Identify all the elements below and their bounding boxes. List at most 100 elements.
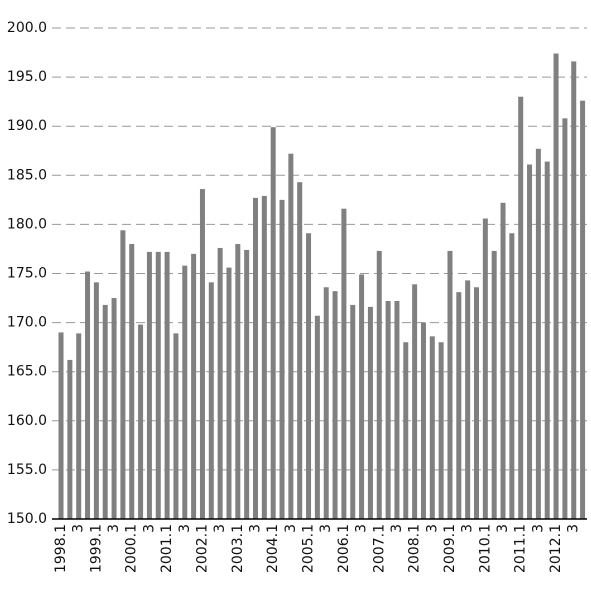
bar — [93, 282, 99, 519]
x-tick-label: 2003.1 — [230, 524, 246, 573]
bar — [129, 244, 135, 520]
bar — [474, 287, 479, 519]
x-tick-label: 2005.1 — [301, 524, 317, 573]
bar — [191, 253, 197, 520]
bar — [447, 250, 453, 519]
bar — [341, 208, 347, 520]
bar — [138, 324, 144, 519]
bar — [571, 61, 577, 519]
bar — [465, 280, 471, 519]
x-tick-label: 2004.1 — [265, 524, 281, 573]
y-tick-label: 185.0 — [7, 167, 47, 183]
bar — [544, 161, 550, 519]
y-tick-label: 175.0 — [7, 266, 47, 282]
y-tick-label: 200.0 — [7, 20, 47, 36]
x-tick-label: 2007.1 — [371, 524, 387, 573]
bar — [518, 96, 524, 520]
bar — [456, 292, 462, 519]
bar — [261, 195, 267, 519]
x-tick-label: 3 — [460, 524, 476, 533]
x-tick-label: 2010.1 — [477, 524, 493, 573]
bar — [76, 333, 82, 519]
x-tick-label: 2008.1 — [407, 524, 423, 573]
bar — [314, 315, 320, 519]
bar — [270, 127, 276, 519]
bar — [438, 342, 444, 519]
x-tick-label: 3 — [530, 524, 546, 533]
bar — [306, 233, 312, 519]
bar — [491, 250, 497, 519]
bar — [173, 333, 179, 519]
x-tick-label: 3 — [106, 524, 122, 533]
x-tick-label: 3 — [177, 524, 193, 533]
bar — [403, 342, 409, 519]
bar — [164, 251, 170, 519]
bar — [350, 304, 356, 519]
x-tick-label: 3 — [566, 524, 582, 533]
bar — [253, 197, 258, 520]
y-tick-label: 160.0 — [7, 413, 47, 429]
bar — [376, 250, 382, 519]
bar — [208, 282, 214, 519]
bar — [111, 298, 117, 519]
y-tick-label: 155.0 — [7, 462, 47, 478]
x-tick-label: 3 — [248, 524, 264, 533]
bar — [85, 271, 91, 519]
bar — [226, 267, 232, 519]
bar — [580, 100, 586, 519]
bar — [562, 118, 568, 520]
bar — [244, 249, 250, 519]
bar — [279, 199, 285, 519]
x-tick-label: 3 — [283, 524, 299, 533]
x-tick-label: 2012.1 — [548, 524, 564, 573]
bar — [429, 336, 435, 519]
bar — [332, 291, 338, 519]
y-tick-label: 150.0 — [7, 511, 47, 527]
x-tick-label: 1999.1 — [88, 524, 104, 573]
x-tick-label: 3 — [212, 524, 228, 533]
bar — [323, 287, 329, 519]
x-tick-label: 2000.1 — [124, 524, 140, 573]
bar — [146, 251, 152, 519]
bar — [527, 164, 533, 520]
x-tick-label: 3 — [354, 524, 370, 533]
bar — [412, 284, 418, 519]
bar — [509, 233, 515, 519]
x-tick-label: 2009.1 — [442, 524, 458, 573]
bar — [385, 300, 391, 519]
x-tick-label: 2002.1 — [194, 524, 210, 573]
bar — [367, 306, 373, 519]
bar — [359, 274, 365, 519]
bar — [235, 244, 241, 520]
x-tick-label: 2006.1 — [336, 524, 352, 573]
bar — [420, 322, 426, 519]
bar — [120, 230, 126, 520]
bar — [394, 300, 400, 519]
bar — [182, 265, 188, 519]
x-tick-label: 3 — [318, 524, 334, 533]
x-tick-label: 2001.1 — [159, 524, 175, 573]
x-tick-label: 1998.1 — [53, 524, 69, 573]
x-tick-label: 3 — [71, 524, 87, 533]
bar — [102, 304, 108, 519]
bar — [58, 332, 64, 519]
x-tick-label: 3 — [141, 524, 157, 533]
bar — [297, 182, 303, 519]
bar — [288, 153, 294, 520]
x-tick-label: 3 — [495, 524, 511, 533]
y-tick-label: 190.0 — [7, 118, 47, 134]
bar — [482, 218, 488, 519]
y-tick-label: 195.0 — [7, 69, 47, 85]
x-tick-label: 2011.1 — [513, 524, 529, 573]
bar — [67, 359, 73, 519]
x-tick-label: 3 — [424, 524, 440, 533]
bar — [553, 53, 559, 519]
bar — [199, 189, 205, 519]
y-tick-label: 170.0 — [7, 315, 47, 331]
bar — [217, 247, 223, 519]
y-tick-label: 180.0 — [7, 216, 47, 232]
bar — [155, 251, 161, 519]
bar — [535, 148, 541, 519]
bar — [500, 202, 506, 519]
